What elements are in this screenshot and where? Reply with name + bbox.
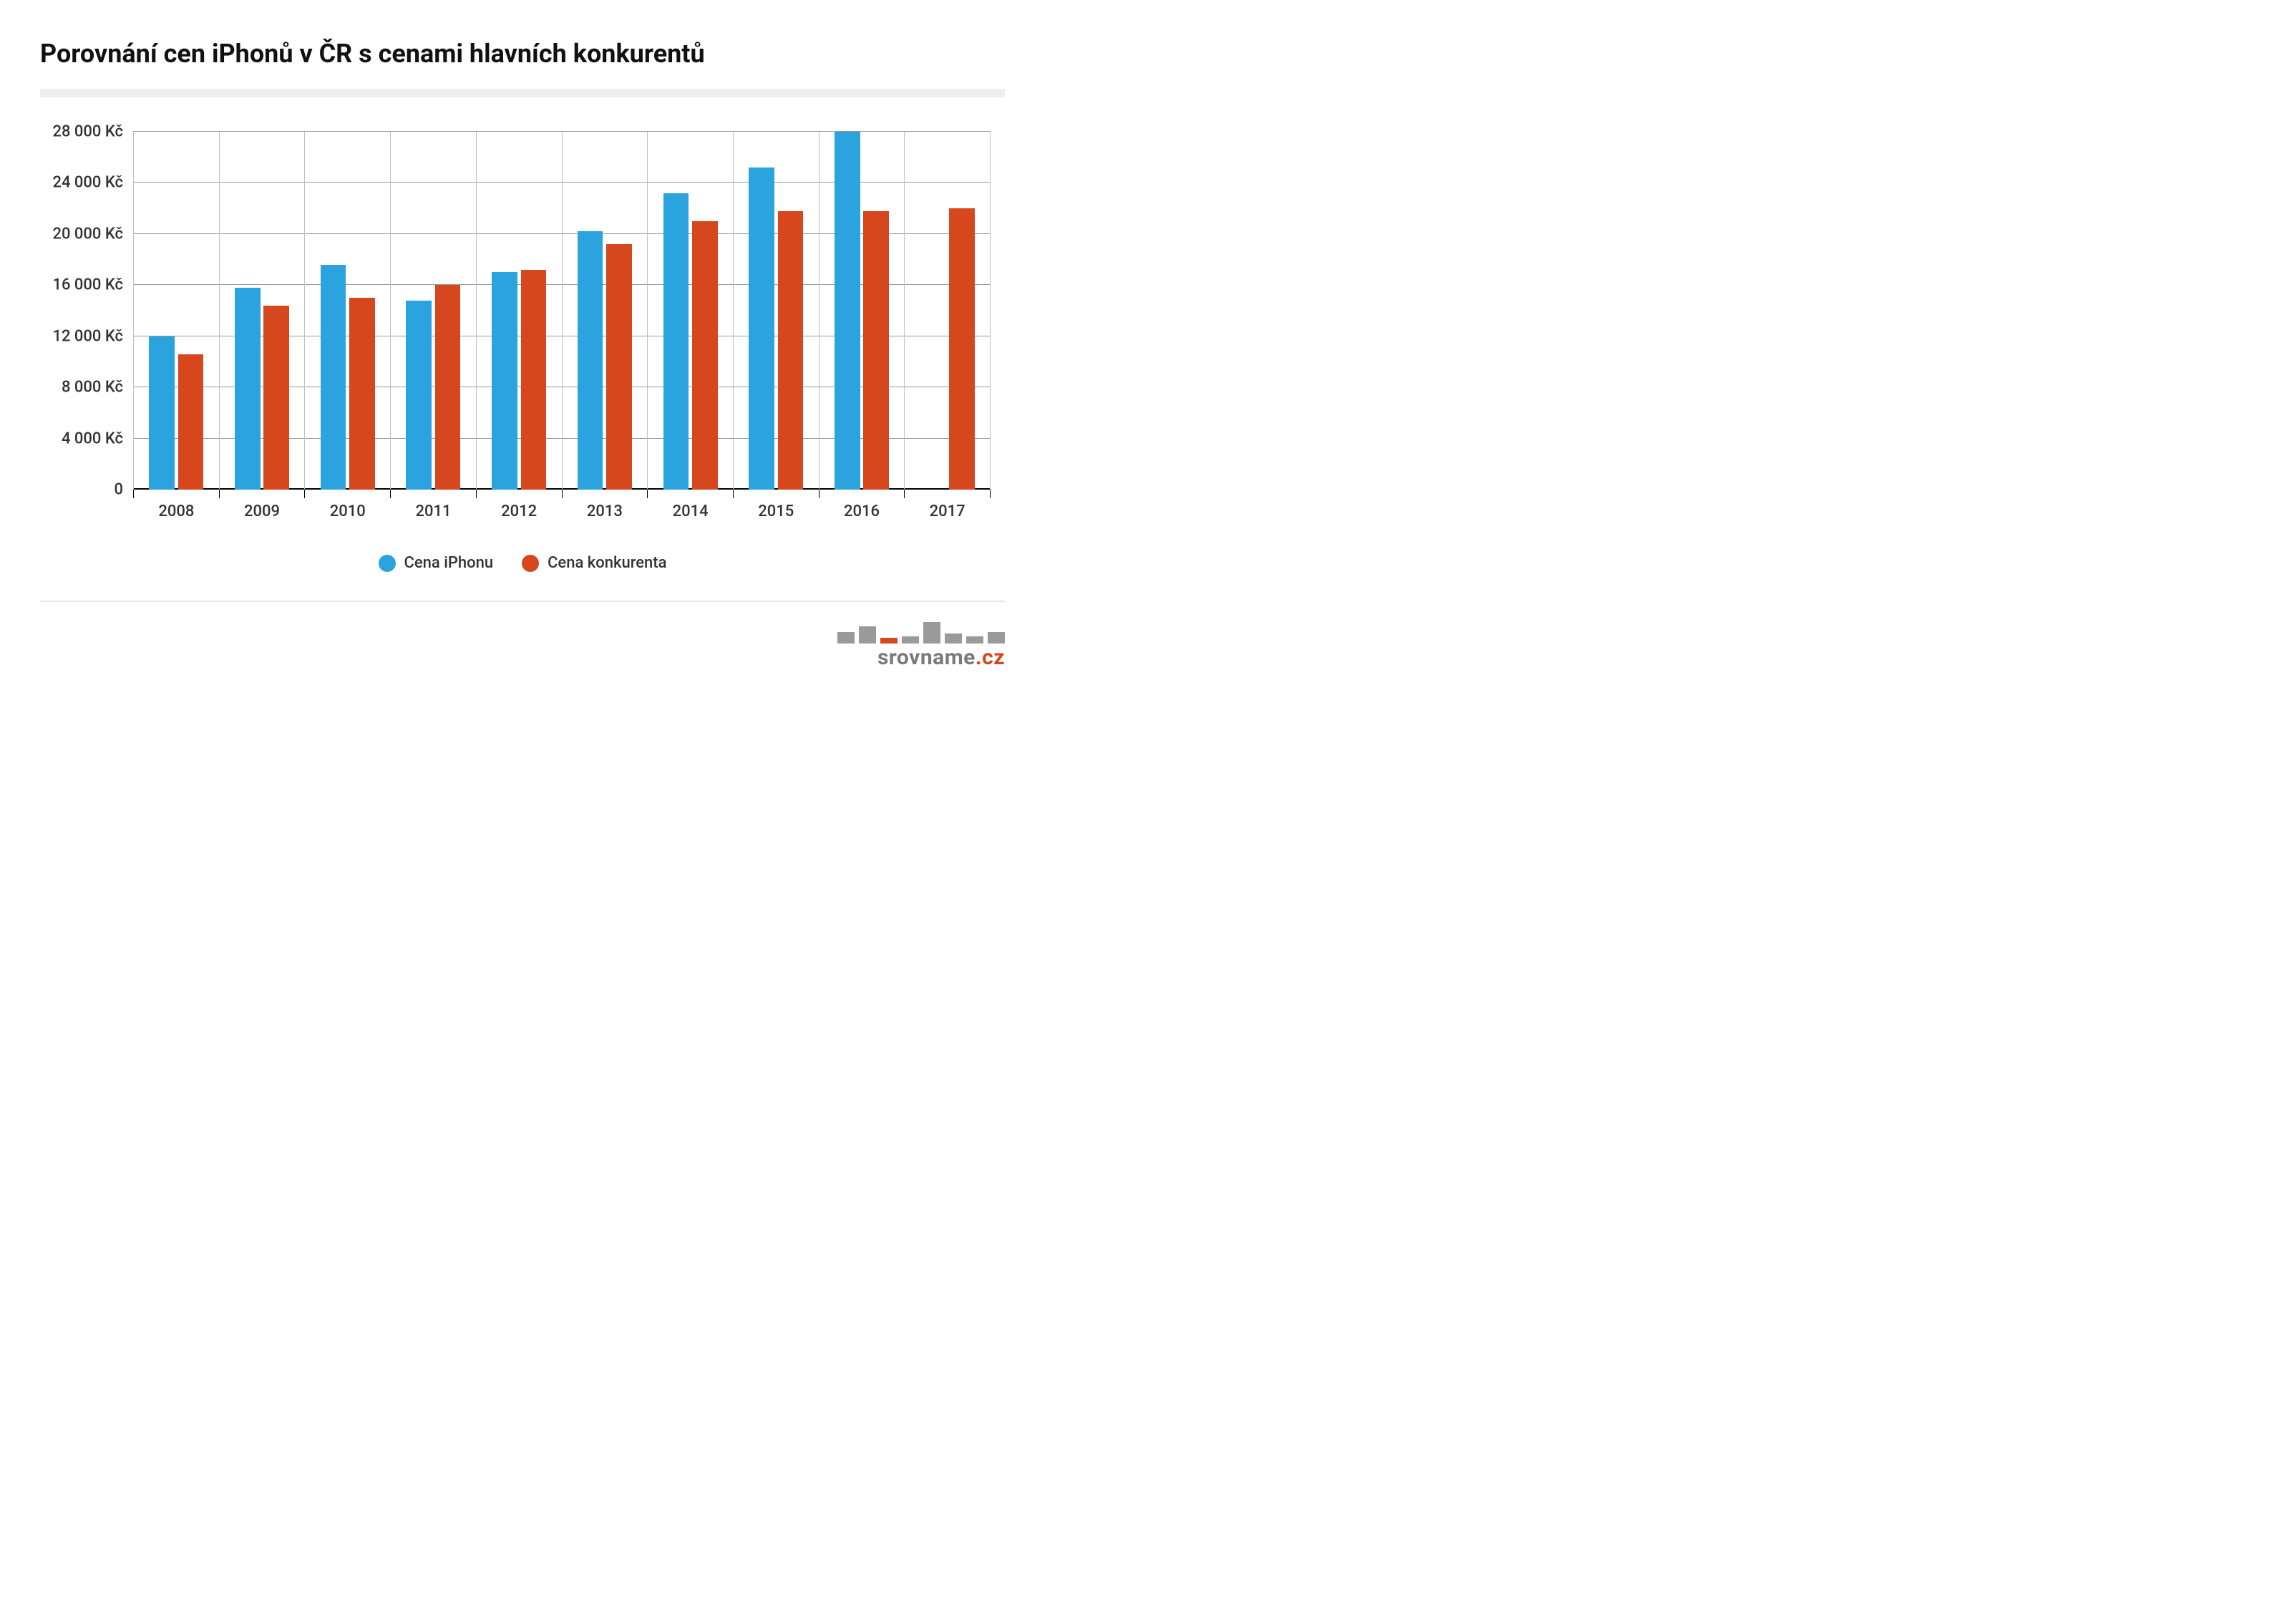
x-tick	[133, 490, 134, 498]
x-axis-label: 2017	[905, 502, 990, 520]
bar-group: 2017	[904, 132, 991, 490]
bar-iphone	[235, 288, 261, 490]
brand-logo-suffix: .cz	[976, 645, 1005, 670]
bar-group: 2014	[647, 132, 733, 490]
y-axis-label: 28 000 Kč	[52, 123, 123, 141]
bar-group: 2012	[476, 132, 562, 490]
x-axis-label: 2015	[734, 502, 819, 520]
x-tick	[390, 490, 391, 498]
x-tick	[647, 490, 648, 498]
bar-competitor	[349, 298, 375, 490]
chart-plot-area: 04 000 Kč8 000 Kč12 000 Kč16 000 Kč20 00…	[133, 132, 991, 490]
logo-bar-segment	[988, 632, 1005, 644]
x-axis-label: 2008	[134, 502, 219, 520]
title-rule	[40, 89, 1005, 97]
logo-bar-segment	[945, 633, 962, 644]
logo-bar-segment	[902, 636, 919, 644]
bar-competitor	[949, 208, 975, 490]
bar-group: 2008	[133, 132, 219, 490]
legend-swatch-icon	[522, 555, 539, 572]
x-tick	[990, 490, 991, 498]
x-tick	[733, 490, 734, 498]
y-axis-label: 12 000 Kč	[52, 327, 123, 345]
x-axis-label: 2011	[391, 502, 476, 520]
x-axis-label: 2010	[305, 502, 390, 520]
legend-label: Cena iPhonu	[404, 554, 494, 572]
bar-group: 2011	[390, 132, 476, 490]
legend-label: Cena konkurenta	[548, 554, 666, 572]
footer: srovname.cz	[40, 601, 1005, 670]
bar-group: 2009	[219, 132, 305, 490]
y-axis-label: 24 000 Kč	[52, 174, 123, 192]
chart-title: Porovnání cen iPhonů v ČR s cenami hlavn…	[40, 39, 1005, 69]
brand-logo: srovname.cz	[837, 622, 1005, 670]
chart-card: Porovnání cen iPhonů v ČR s cenami hlavn…	[0, 0, 1045, 699]
bar-group: 2015	[733, 132, 819, 490]
bar-group: 2010	[304, 132, 390, 490]
legend-item: Cena iPhonu	[379, 554, 494, 572]
x-axis-label: 2014	[648, 502, 733, 520]
bar-iphone	[406, 301, 432, 490]
bar-iphone	[835, 132, 860, 490]
y-axis-label: 16 000 Kč	[52, 276, 123, 294]
y-axis-label: 0	[114, 481, 123, 499]
x-tick	[476, 490, 477, 498]
bar-group: 2016	[819, 132, 905, 490]
legend-item: Cena konkurenta	[522, 554, 666, 572]
x-axis-label: 2013	[563, 502, 648, 520]
bar-iphone	[749, 167, 774, 490]
bar-competitor	[521, 270, 547, 490]
logo-bar-segment	[923, 622, 940, 644]
bar-competitor	[178, 354, 204, 490]
bar-competitor	[863, 211, 889, 490]
bar-groups: 2008200920102011201220132014201520162017	[133, 132, 991, 490]
x-tick	[304, 490, 305, 498]
x-tick	[904, 490, 905, 498]
logo-bar-segment	[859, 626, 876, 644]
x-tick	[562, 490, 563, 498]
bar-iphone	[578, 231, 603, 490]
y-axis-label: 20 000 Kč	[52, 225, 123, 243]
brand-logo-bars-icon	[837, 622, 1005, 644]
legend-swatch-icon	[379, 555, 396, 572]
bar-competitor	[435, 285, 461, 490]
bar-competitor	[263, 306, 289, 490]
bar-iphone	[492, 272, 517, 490]
bar-iphone	[321, 265, 346, 490]
x-tick	[219, 490, 220, 498]
brand-logo-main: srovname	[877, 645, 976, 670]
logo-bar-segment	[966, 636, 983, 644]
x-axis-label: 2009	[220, 502, 305, 520]
logo-bar-segment	[837, 632, 855, 644]
bar-competitor	[692, 221, 718, 490]
bar-group: 2013	[562, 132, 648, 490]
x-axis-label: 2012	[477, 502, 562, 520]
x-axis-label: 2016	[819, 502, 905, 520]
brand-logo-text: srovname.cz	[837, 645, 1005, 670]
bar-competitor	[606, 244, 632, 490]
y-axis-label: 4 000 Kč	[62, 429, 123, 447]
bar-competitor	[778, 211, 804, 490]
bar-iphone	[663, 193, 689, 490]
logo-bar-segment	[880, 638, 898, 644]
bar-iphone	[149, 336, 175, 490]
legend: Cena iPhonu Cena konkurenta	[40, 554, 1005, 572]
y-axis-label: 8 000 Kč	[62, 379, 123, 397]
